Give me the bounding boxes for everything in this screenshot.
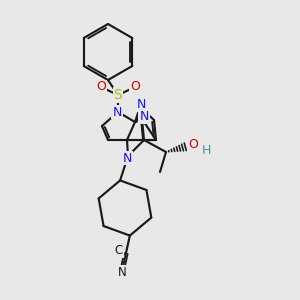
Text: O: O (130, 80, 140, 94)
Text: N: N (139, 110, 149, 124)
Text: H: H (201, 143, 211, 157)
Text: N: N (112, 106, 122, 118)
Text: O: O (96, 80, 106, 94)
Text: N: N (122, 152, 132, 164)
Text: S: S (114, 88, 122, 102)
Text: C: C (115, 244, 123, 257)
Text: N: N (118, 266, 126, 279)
Text: O: O (188, 139, 198, 152)
Text: N: N (136, 98, 146, 112)
